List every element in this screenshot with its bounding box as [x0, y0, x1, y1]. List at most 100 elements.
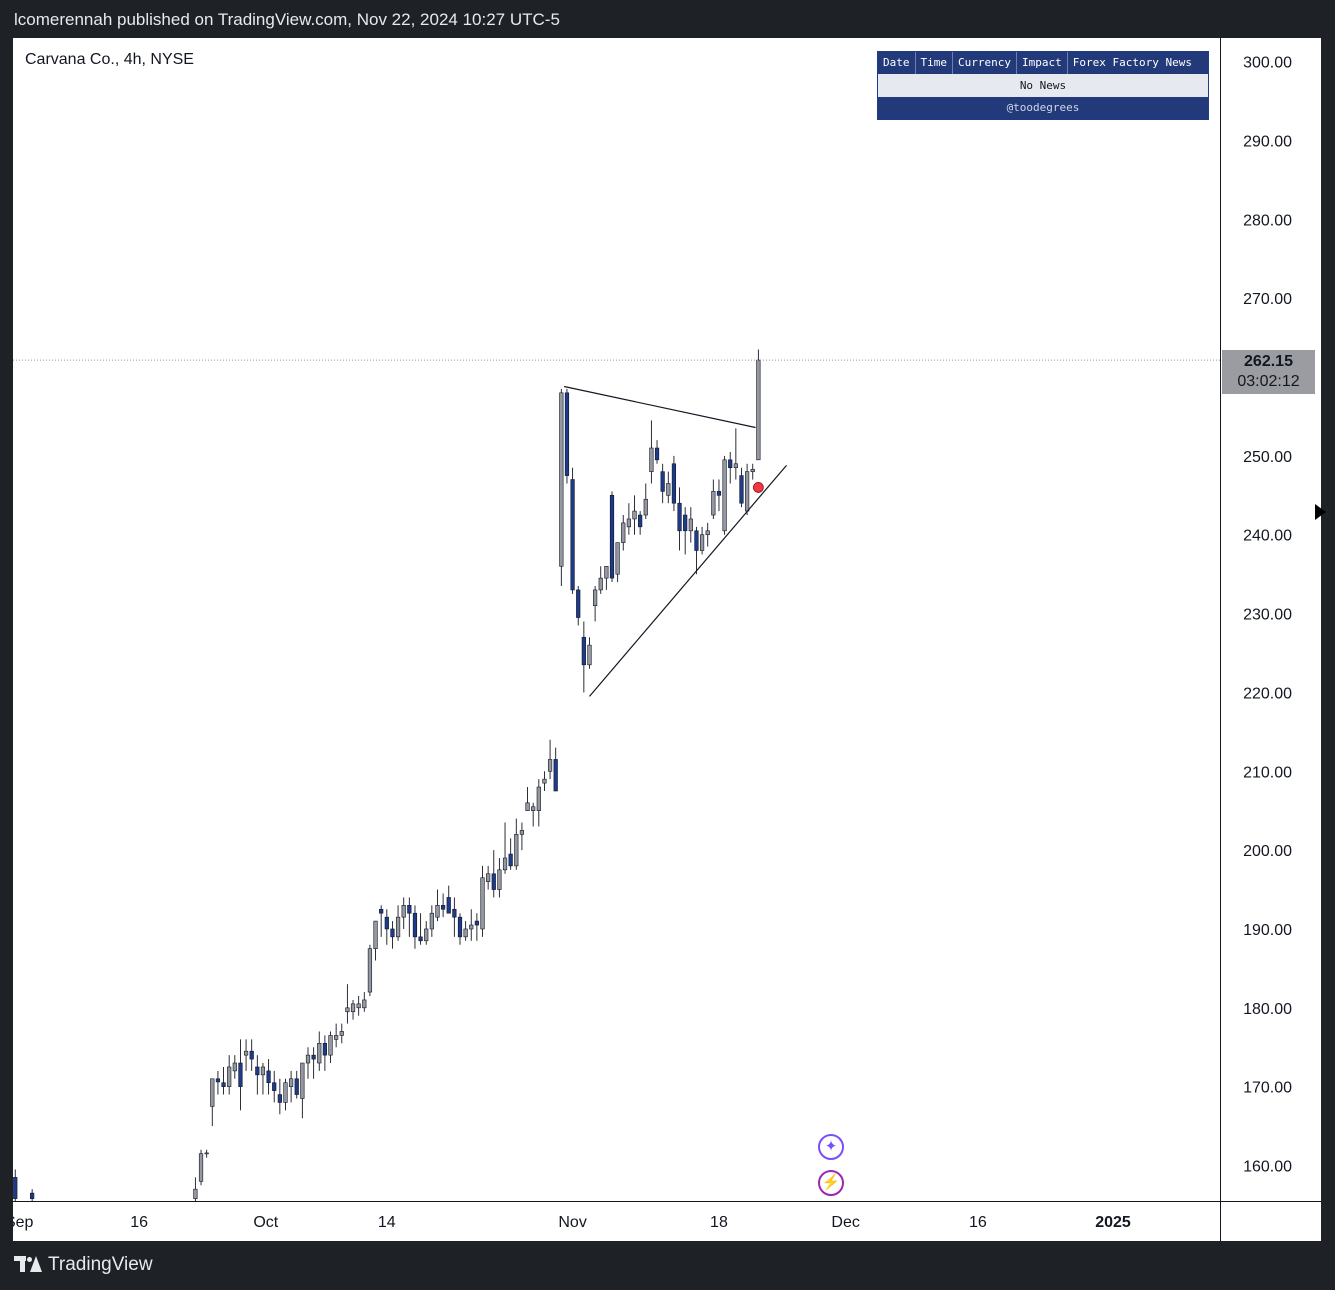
candle-body-48 — [452, 908, 457, 918]
y-tick-label-0: 300.00 — [1243, 55, 1292, 72]
candle-body-4 — [204, 1152, 209, 1155]
symbol-title[interactable]: Carvana Co., 4h, NYSE — [25, 51, 194, 68]
tradingview-logo[interactable]: TradingView — [14, 1254, 153, 1276]
candle-body-78 — [621, 522, 626, 543]
candle-body-20 — [294, 1078, 299, 1095]
candle-body-96 — [722, 459, 727, 532]
candle-body-24 — [317, 1043, 322, 1064]
candle-body-21 — [300, 1062, 305, 1099]
candle-body-8 — [227, 1066, 232, 1087]
candle-body-28 — [339, 1031, 344, 1036]
tradingview-mark-icon — [14, 1256, 42, 1274]
x-tick-label-6: Dec — [831, 1214, 859, 1231]
candle-body-75 — [604, 565, 609, 579]
candle-body-97 — [728, 459, 733, 469]
candle-body-23 — [311, 1054, 316, 1060]
y-tick-label-10: 200.00 — [1243, 843, 1292, 860]
news-col-time: Time — [916, 52, 953, 74]
candle-body-83 — [649, 447, 654, 472]
candle-body-84 — [654, 447, 660, 461]
candle-body-45 — [435, 905, 440, 918]
candle-body-40 — [407, 905, 412, 914]
candle-body-32 — [362, 999, 367, 1009]
x-tick-label-7: 16 — [969, 1214, 987, 1231]
candle-body-82 — [643, 498, 648, 516]
candle-body-13 — [255, 1066, 260, 1076]
last-price-value: 262.15 — [1244, 353, 1293, 370]
candle-body-101 — [750, 468, 755, 472]
trendline-1 — [589, 464, 787, 697]
y-tick-label-3: 270.00 — [1243, 291, 1292, 308]
scroll-marker-icon[interactable] — [1315, 504, 1326, 520]
candle-body-22 — [305, 1054, 311, 1064]
candle-body-61 — [525, 802, 530, 812]
x-tick-label-0: Sep — [13, 1214, 34, 1231]
candle-body-74 — [598, 577, 603, 591]
candle-body-51 — [469, 924, 474, 930]
candle-body-27 — [334, 1035, 339, 1040]
candle-body-46 — [441, 905, 446, 910]
candle-body-54 — [486, 873, 491, 882]
candle-body-76 — [609, 495, 615, 579]
candle-body-52 — [474, 920, 479, 926]
x-tick-label-1: 16 — [130, 1214, 148, 1231]
y-tick-label-12: 180.00 — [1243, 1001, 1292, 1018]
y-tick-label-11: 190.00 — [1243, 922, 1292, 939]
candle-body-59 — [514, 834, 519, 867]
candle-body-100 — [745, 471, 750, 512]
y-tick-label-1: 290.00 — [1243, 134, 1292, 151]
candle-body-38 — [395, 916, 401, 938]
candle-body-3 — [198, 1153, 204, 1182]
candle-body-7 — [221, 1082, 226, 1087]
candle-body-6 — [215, 1078, 221, 1083]
candle-body-11 — [243, 1050, 249, 1056]
candle-body-56 — [497, 869, 502, 890]
sparkle-icon[interactable]: ✦ — [818, 1134, 844, 1160]
candle-body-5 — [210, 1078, 215, 1107]
news-col-impact: Impact — [1017, 52, 1068, 74]
candle-body-86 — [666, 483, 671, 496]
candle-body-98 — [733, 463, 738, 469]
candle-body-47 — [446, 897, 451, 914]
candle-body-70 — [576, 589, 581, 618]
candle-body-33 — [367, 948, 373, 993]
candle-body-77 — [615, 542, 620, 575]
candle-body-89 — [683, 514, 688, 532]
candle-body-37 — [390, 928, 395, 938]
candle-body-102 — [756, 359, 761, 461]
candle-body-25 — [322, 1043, 327, 1056]
candle-body-91 — [694, 530, 699, 551]
y-tick-label-2: 280.00 — [1243, 212, 1292, 229]
y-tick-label-14: 160.00 — [1243, 1159, 1292, 1176]
candle-body-73 — [593, 589, 598, 607]
candle-body-15 — [266, 1070, 271, 1084]
news-col-headline: Forex Factory News — [1072, 56, 1192, 69]
lightning-icon[interactable]: ⚡ — [818, 1170, 844, 1196]
y-tick-label-6: 240.00 — [1243, 528, 1292, 545]
candle-body-63 — [536, 786, 541, 812]
candle-body-2 — [193, 1188, 198, 1199]
y-tick-label-5: 250.00 — [1243, 449, 1292, 466]
candle-body-35 — [379, 908, 384, 914]
candle-body-67 — [559, 392, 564, 567]
candle-body-26 — [328, 1035, 333, 1056]
candle-body-93 — [705, 530, 710, 536]
candle-body-36 — [384, 916, 389, 930]
news-col-currency: Currency — [953, 52, 1017, 74]
candle-body-12 — [249, 1050, 254, 1060]
brand-name: TradingView — [48, 1254, 153, 1275]
bar-countdown: 03:02:12 — [1237, 373, 1300, 390]
candle-body-49 — [457, 916, 463, 938]
candle-body-9 — [232, 1062, 237, 1072]
chart-canvas[interactable]: 300.00290.00280.00270.00260.00250.00240.… — [13, 38, 1321, 1241]
candle-body-44 — [429, 912, 434, 930]
x-tick-label-2: Oct — [253, 1214, 278, 1231]
candle-body-58 — [508, 853, 513, 867]
candle-body-95 — [716, 491, 722, 496]
trendline-0 — [564, 385, 756, 429]
y-tick-label-8: 220.00 — [1243, 685, 1292, 702]
chart-frame[interactable]: 300.00290.00280.00270.00260.00250.00240.… — [13, 38, 1321, 1241]
candle-body-87 — [671, 463, 677, 504]
last-price-tag: 262.15 03:02:12 — [1222, 350, 1315, 394]
candle-body-57 — [502, 857, 508, 871]
